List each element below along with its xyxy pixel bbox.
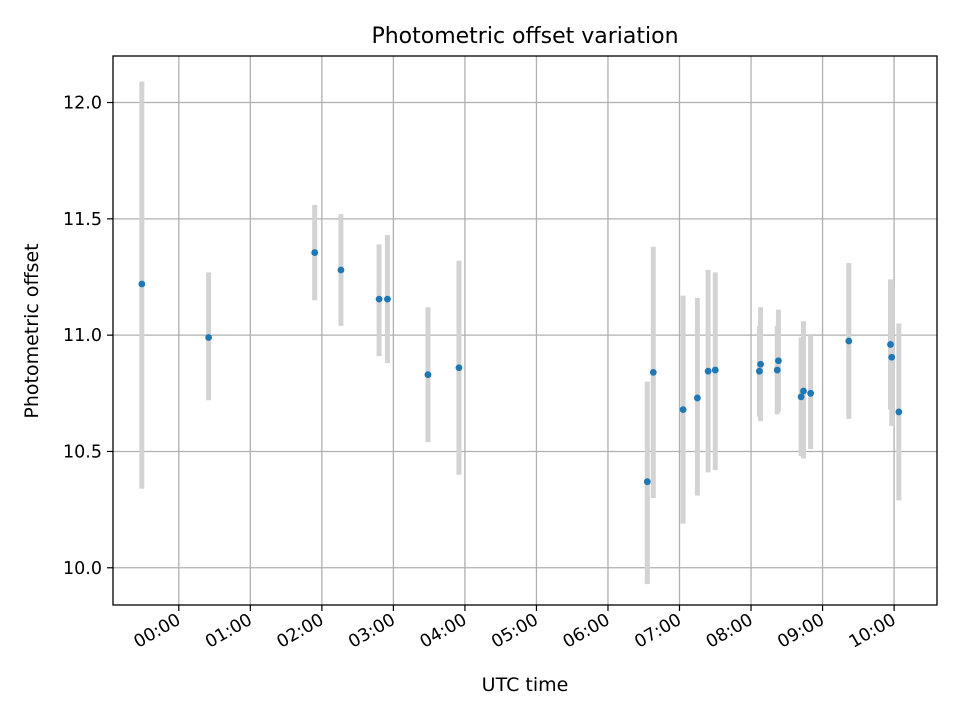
data-points (138, 249, 903, 486)
plot-background (113, 56, 937, 605)
data-point (455, 364, 463, 372)
data-point (205, 334, 213, 341)
y-tick-label: 11.5 (63, 210, 102, 230)
data-point (375, 295, 383, 303)
chart-title: Photometric offset variation (371, 24, 678, 49)
data-point (755, 367, 763, 375)
data-point (773, 366, 781, 374)
data-point (775, 357, 782, 365)
y-axis-ticks: 10.0 10.5 11.0 11.5 12.0 (63, 94, 113, 579)
y-tick-label: 11.0 (63, 326, 102, 346)
y-tick-label: 10.5 (63, 442, 102, 462)
plot-frame (112, 55, 938, 606)
x-axis-label: UTC time (482, 674, 569, 696)
data-point (311, 249, 319, 256)
data-point (424, 371, 432, 379)
y-tick-label: 12.0 (63, 94, 102, 114)
data-point (757, 360, 764, 368)
data-point (643, 478, 651, 486)
data-point (138, 280, 146, 288)
data-point (895, 408, 903, 416)
data-point (887, 341, 894, 348)
data-point (679, 406, 687, 413)
y-axis-label: Photometric offset (21, 243, 43, 418)
data-point (693, 394, 701, 402)
data-point (384, 295, 391, 303)
data-point (845, 337, 853, 345)
y-tick-label: 10.0 (63, 559, 102, 579)
data-point (807, 389, 815, 397)
data-point (797, 393, 805, 401)
data-point (711, 366, 719, 374)
data-point (649, 368, 657, 376)
data-point (888, 353, 896, 361)
data-point (337, 266, 345, 274)
data-point (704, 367, 712, 375)
data-point (800, 387, 807, 395)
